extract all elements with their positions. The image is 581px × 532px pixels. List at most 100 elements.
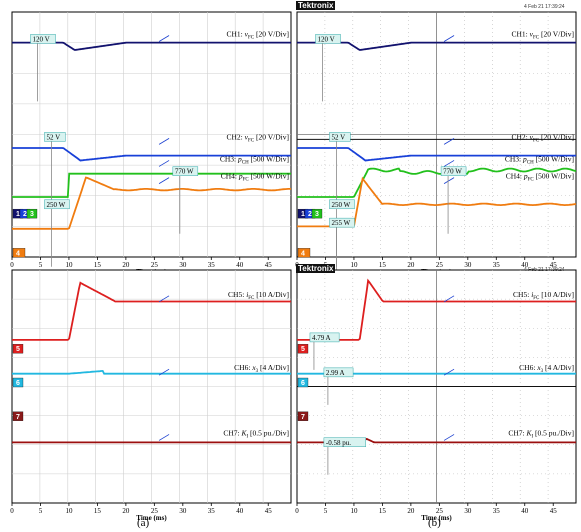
channel-label-ch3: CH3: pCH [500 W/Div] [505, 154, 574, 165]
value-annotation-box [329, 217, 355, 228]
x-tick-label: 40 [236, 507, 244, 515]
channel-label-ch2: CH2: vFC [20 V/Div] [227, 132, 289, 143]
value-annotation-box [440, 166, 467, 176]
value-annotation: 4.79 A [312, 334, 331, 342]
trace-ch2 [297, 147, 576, 162]
channel-label-ch7: CH7: KI [0.5 pu./Div] [508, 428, 574, 439]
value-annotation: 52 V [331, 133, 345, 141]
value-annotation: 52 V [46, 133, 60, 141]
channel-label-ch2: CH2: vFC [20 V/Div] [512, 132, 574, 143]
x-tick-label: 35 [208, 261, 216, 269]
x-tick-label: 20 [407, 261, 415, 269]
x-tick-label: 40 [236, 261, 244, 269]
channel-marker-label: 3 [315, 211, 319, 218]
channel-marker [12, 377, 24, 388]
channel-label-ch6: CH6: x3 [4 A/Div] [519, 363, 574, 374]
value-annotation: 770 W [175, 168, 194, 176]
x-tick-label: 35 [493, 507, 501, 515]
x-tick-label: 30 [464, 261, 472, 269]
x-tick-label: 0 [10, 261, 14, 269]
label-arrow [158, 160, 170, 167]
channel-marker [12, 344, 24, 354]
brand-logo-bottom: Tektronix [296, 264, 336, 273]
caption-b: (b) [428, 517, 441, 529]
value-annotation: 120 V [33, 35, 50, 43]
channel-marker-label: 4 [301, 250, 305, 257]
channel-marker-label: 6 [301, 380, 305, 387]
trace-ch4 [12, 176, 291, 230]
x-tick-label: 0 [10, 507, 14, 515]
channel-marker [297, 377, 309, 388]
label-arrow [443, 160, 455, 167]
channel-marker [297, 248, 311, 258]
panel-b-bottom: 0 5 10 15 20 25 30 35 40 45 Time (ms) CH5: iFC [10 … [295, 269, 577, 522]
channel-marker-label: 5 [16, 346, 20, 353]
value-annotation: 250 W [46, 201, 65, 209]
channel-label-ch6: CH6: x3 [4 A/Div] [234, 363, 289, 374]
x-tick-label: 40 [521, 261, 529, 269]
label-arrow [158, 177, 170, 184]
channel-marker [297, 344, 309, 354]
x-tick-label: 10 [350, 261, 358, 269]
x-tick-label: 10 [65, 261, 73, 269]
label-arrow [443, 434, 455, 441]
channel-marker-label: 2 [308, 211, 312, 218]
label-arrow [158, 138, 170, 145]
channel-label-ch5: CH5: iFC [10 A/Div] [228, 290, 289, 301]
x-tick-label: 5 [39, 261, 43, 269]
value-annotation: 250 W [331, 201, 350, 209]
channel-marker-label: 1 [301, 211, 305, 218]
label-arrow [443, 138, 455, 145]
channel-marker [12, 248, 26, 258]
x-tick-label: 35 [493, 261, 501, 269]
value-annotation-box [309, 332, 340, 343]
trace-ch3 [12, 172, 291, 198]
x-tick-label: 10 [65, 507, 73, 515]
x-tick-label: 45 [550, 507, 558, 515]
brand-logo-top: Tektronix [296, 1, 336, 10]
trace-ch2 [12, 147, 291, 162]
value-annotation-box [329, 132, 351, 142]
caption-a: (a) [137, 517, 150, 529]
channel-marker-label: 1 [16, 211, 20, 218]
channel-marker-label: 5 [301, 346, 305, 353]
channel-marker-label: 4 [16, 250, 20, 257]
x-tick-label: 25 [151, 507, 159, 515]
trace-ch5 [12, 281, 291, 341]
x-tick-label: 20 [122, 261, 130, 269]
x-tick-label: 25 [151, 261, 159, 269]
x-tick-label: 15 [94, 507, 102, 515]
grid [12, 270, 291, 503]
label-arrow [443, 35, 455, 42]
x-axis-label: Time (ms) [136, 514, 167, 522]
value-annotation-box [323, 367, 354, 378]
value-annotation-box [44, 132, 66, 142]
value-annotation: 120 V [318, 35, 335, 43]
label-arrow [158, 368, 170, 376]
channel-marker-label: 3 [30, 211, 34, 218]
channel-label-ch1: CH1: vFC [20 V/Div] [227, 30, 289, 41]
label-arrow [158, 35, 170, 42]
panel-a-bottom: 0 5 10 15 20 25 30 35 40 45 Time (ms) CH5: iFC [10 … [10, 269, 292, 522]
x-tick-label: 35 [208, 507, 216, 515]
channel-label-ch4: CH4: pFC [500 W/Div] [506, 172, 574, 183]
trace-ch5 [297, 278, 576, 341]
x-tick-label: 5 [39, 507, 43, 515]
value-annotation-box [30, 34, 56, 44]
x-tick-label: 20 [122, 507, 130, 515]
channel-marker [297, 411, 309, 421]
x-tick-label: 15 [94, 261, 102, 269]
channel-label-ch4: CH4: pFC [500 W/Div] [221, 172, 289, 183]
label-arrow [443, 295, 455, 303]
trace-ch3 [297, 167, 577, 198]
x-tick-label: 15 [379, 261, 387, 269]
x-tick-label: 10 [350, 507, 358, 515]
label-arrow [158, 295, 170, 303]
x-tick-label: 30 [179, 507, 187, 515]
trace-ch1 [12, 41, 291, 51]
channel-marker-label: 6 [16, 380, 20, 387]
x-tick-label: 5 [324, 507, 328, 515]
